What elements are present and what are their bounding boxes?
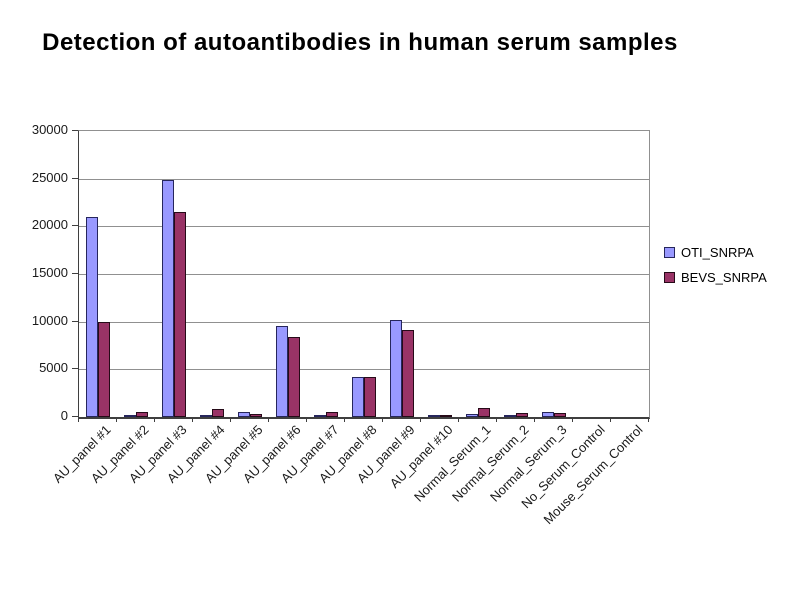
bar-oti-snrpa-au-panel-1 [86, 217, 98, 417]
bar-bevs-snrpa-au-panel-9 [402, 330, 414, 417]
bar-oti-snrpa-au-panel-6 [276, 326, 288, 417]
x-axis-tick-8 [382, 418, 383, 422]
bar-bevs-snrpa-au-panel-8 [364, 377, 376, 417]
y-axis-tick-25000 [72, 178, 78, 179]
x-axis-tick-9 [420, 418, 421, 422]
y-axis-tick-5000 [72, 368, 78, 369]
bar-bevs-snrpa-au-panel-6 [288, 337, 300, 417]
y-axis-label-15000: 15000 [31, 265, 68, 280]
gridline-25000 [79, 179, 649, 180]
gridline-15000 [79, 274, 649, 275]
x-axis-tick-13 [572, 418, 573, 422]
y-axis-label-10000: 10000 [31, 313, 68, 328]
bar-bevs-snrpa-normal-serum-1 [478, 408, 490, 417]
x-axis-tick-5 [268, 418, 269, 422]
legend-label-oti-snrpa: OTI_SNRPA [681, 245, 754, 260]
y-axis-tick-15000 [72, 273, 78, 274]
legend: OTI_SNRPA BEVS_SNRPA [664, 245, 767, 295]
plot-area [78, 130, 650, 419]
bar-bevs-snrpa-au-panel-10 [440, 415, 452, 417]
x-axis-tick-4 [230, 418, 231, 422]
x-axis-tick-3 [192, 418, 193, 422]
x-axis-tick-14 [610, 418, 611, 422]
x-axis-tick-6 [306, 418, 307, 422]
bar-bevs-snrpa-au-panel-7 [326, 412, 338, 417]
x-axis-tick-12 [534, 418, 535, 422]
gridline-20000 [79, 226, 649, 227]
y-axis-label-25000: 25000 [31, 170, 68, 185]
gridline-5000 [79, 369, 649, 370]
legend-label-bevs-snrpa: BEVS_SNRPA [681, 270, 767, 285]
bar-bevs-snrpa-normal-serum-2 [516, 413, 528, 417]
y-axis-tick-0 [72, 416, 78, 417]
y-axis-label-20000: 20000 [31, 217, 68, 232]
bar-bevs-snrpa-au-panel-1 [98, 322, 110, 417]
bar-oti-snrpa-normal-serum-3 [542, 412, 554, 417]
x-axis-tick-2 [154, 418, 155, 422]
x-axis-tick-11 [496, 418, 497, 422]
chart-title: Detection of autoantibodies in human ser… [42, 29, 678, 56]
x-axis-tick-15 [648, 418, 649, 422]
legend-item-oti-snrpa: OTI_SNRPA [664, 245, 767, 260]
bar-oti-snrpa-au-panel-3 [162, 180, 174, 417]
legend-swatch-oti-snrpa [664, 247, 675, 258]
y-axis-label-5000: 5000 [39, 360, 68, 375]
bar-bevs-snrpa-au-panel-4 [212, 409, 224, 417]
bar-oti-snrpa-normal-serum-1 [466, 414, 478, 417]
gridline-10000 [79, 322, 649, 323]
y-axis-label-30000: 30000 [31, 122, 68, 137]
y-axis-tick-30000 [72, 130, 78, 131]
legend-swatch-bevs-snrpa [664, 272, 675, 283]
bar-oti-snrpa-au-panel-7 [314, 415, 326, 417]
bar-bevs-snrpa-au-panel-3 [174, 212, 186, 417]
bar-bevs-snrpa-au-panel-5 [250, 414, 262, 417]
x-axis-tick-1 [116, 418, 117, 422]
y-axis-label-0: 0 [60, 408, 68, 423]
x-axis-tick-10 [458, 418, 459, 422]
legend-item-bevs-snrpa: BEVS_SNRPA [664, 270, 767, 285]
bar-oti-snrpa-au-panel-2 [124, 415, 136, 417]
bar-bevs-snrpa-au-panel-2 [136, 412, 148, 417]
bar-oti-snrpa-au-panel-4 [200, 415, 212, 417]
bar-bevs-snrpa-normal-serum-3 [554, 413, 566, 417]
bar-oti-snrpa-au-panel-5 [238, 412, 250, 417]
x-axis-tick-0 [78, 418, 79, 422]
y-axis-tick-10000 [72, 321, 78, 322]
bar-oti-snrpa-au-panel-9 [390, 320, 402, 417]
bar-oti-snrpa-normal-serum-2 [504, 415, 516, 417]
bar-oti-snrpa-au-panel-8 [352, 377, 364, 417]
y-axis-tick-20000 [72, 225, 78, 226]
x-axis-tick-7 [344, 418, 345, 422]
bar-oti-snrpa-au-panel-10 [428, 415, 440, 417]
